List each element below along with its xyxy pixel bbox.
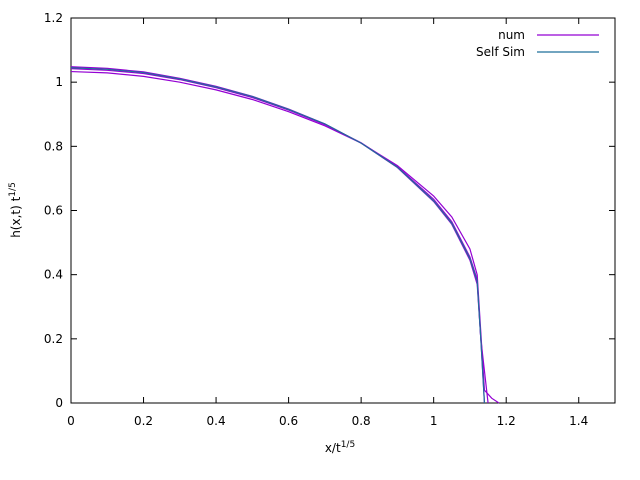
x-axis-label-text: x/t	[325, 441, 341, 455]
y-tick-label: 0	[55, 396, 63, 410]
x-tick-label: 0.4	[207, 414, 226, 428]
y-axis-label-sup: 1/5	[8, 182, 18, 196]
y-tick-label: 1.2	[44, 11, 63, 25]
x-tick-label: 0.6	[279, 414, 298, 428]
y-tick-label: 0.4	[44, 268, 63, 282]
x-tick-label: 0	[67, 414, 75, 428]
y-tick-label: 0.2	[44, 332, 63, 346]
plot-frame	[70, 17, 616, 404]
x-axis-label-sup: 1/5	[341, 440, 355, 450]
legend-label: Self Sim	[476, 45, 525, 59]
y-tick-label: 1	[55, 75, 63, 89]
data-line	[70, 68, 489, 404]
x-tick-label: 0.2	[134, 414, 153, 428]
y-tick-label: 0.6	[44, 204, 63, 218]
legend-label: num	[498, 28, 525, 42]
x-tick-label: 1.4	[569, 414, 588, 428]
data-line	[70, 66, 486, 404]
y-tick-label: 0.8	[44, 139, 63, 153]
x-axis-label: x/t1/5	[325, 440, 355, 455]
data-line	[70, 67, 486, 404]
x-tick-label: 1.2	[497, 414, 516, 428]
y-axis-label: h(x,t) t1/5	[8, 182, 23, 238]
data-line	[70, 70, 500, 404]
x-tick-label: 0.8	[352, 414, 371, 428]
y-axis-label-text: h(x,t) t	[9, 196, 23, 237]
x-tick-label: 1	[430, 414, 438, 428]
